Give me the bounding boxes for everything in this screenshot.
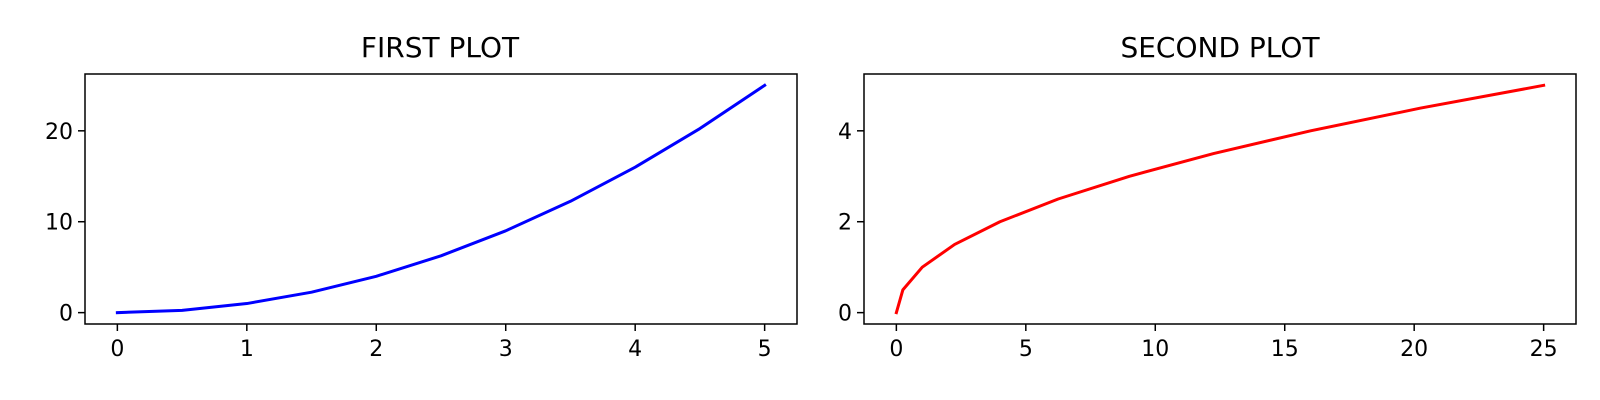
plot-area-first: 0 1 2 3 4 5 0 10 20: [45, 83, 772, 362]
series-line-second: [894, 83, 1546, 315]
panel-title-first: FIRST PLOT: [361, 31, 520, 64]
x-tick-label-first: 4: [628, 337, 642, 362]
y-tick-label-second: 0: [838, 302, 852, 327]
x-tick-label-second: 20: [1400, 337, 1428, 362]
x-tick-label-second: 5: [1019, 337, 1033, 362]
y-tick-label-first: 10: [45, 211, 73, 236]
y-tick-label-first: 20: [45, 120, 73, 145]
x-tick-label-second: 0: [889, 337, 903, 362]
x-tick-label-first: 5: [758, 337, 772, 362]
panel-second-plot: SECOND PLOT 0 5 10 15 20 25 0 2 4: [838, 31, 1577, 362]
axes-frame-second: [863, 73, 1577, 325]
x-tick-label-second: 10: [1141, 337, 1169, 362]
y-tick-label-second: 4: [838, 120, 852, 145]
x-tick-label-first: 1: [240, 337, 254, 362]
panel-title-second: SECOND PLOT: [1120, 31, 1320, 64]
series-line-first: [115, 83, 767, 315]
axes-frame-first: [84, 73, 798, 325]
y-tick-label-second: 2: [838, 211, 852, 236]
panel-first-plot: FIRST PLOT 0 1 2 3 4 5 0 10 20: [45, 31, 798, 362]
y-tick-label-first: 0: [59, 302, 73, 327]
plot-area-second: 0 5 10 15 20 25 0 2 4: [838, 83, 1558, 362]
x-tick-label-first: 2: [369, 337, 383, 362]
x-tick-label-second: 15: [1271, 337, 1299, 362]
x-tick-label-second: 25: [1530, 337, 1558, 362]
x-tick-label-first: 0: [110, 337, 124, 362]
x-tick-label-first: 3: [499, 337, 513, 362]
